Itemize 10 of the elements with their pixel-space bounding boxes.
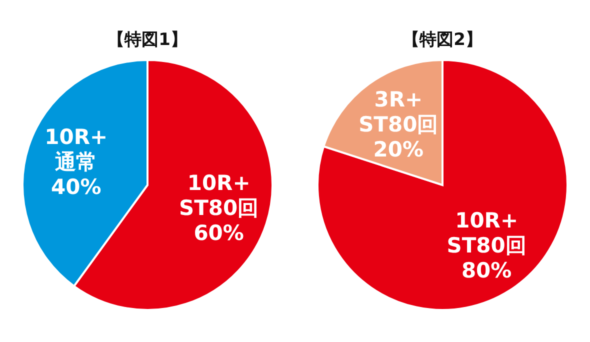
- chart-title: 【特図2】: [402, 30, 482, 50]
- slice-label: 3R+ ST80回: [358, 87, 438, 136]
- data-label: 40%: [51, 174, 102, 199]
- slice-label: 10R+ 通常: [44, 124, 108, 174]
- data-label: 80%: [461, 258, 512, 283]
- slice-label: 10R+ ST80回: [178, 171, 259, 220]
- data-label: 60%: [194, 221, 244, 246]
- data-label: 20%: [373, 137, 424, 162]
- chart-title: 【特図1】: [108, 30, 188, 50]
- slice-label: 10R+ ST80回: [446, 208, 526, 258]
